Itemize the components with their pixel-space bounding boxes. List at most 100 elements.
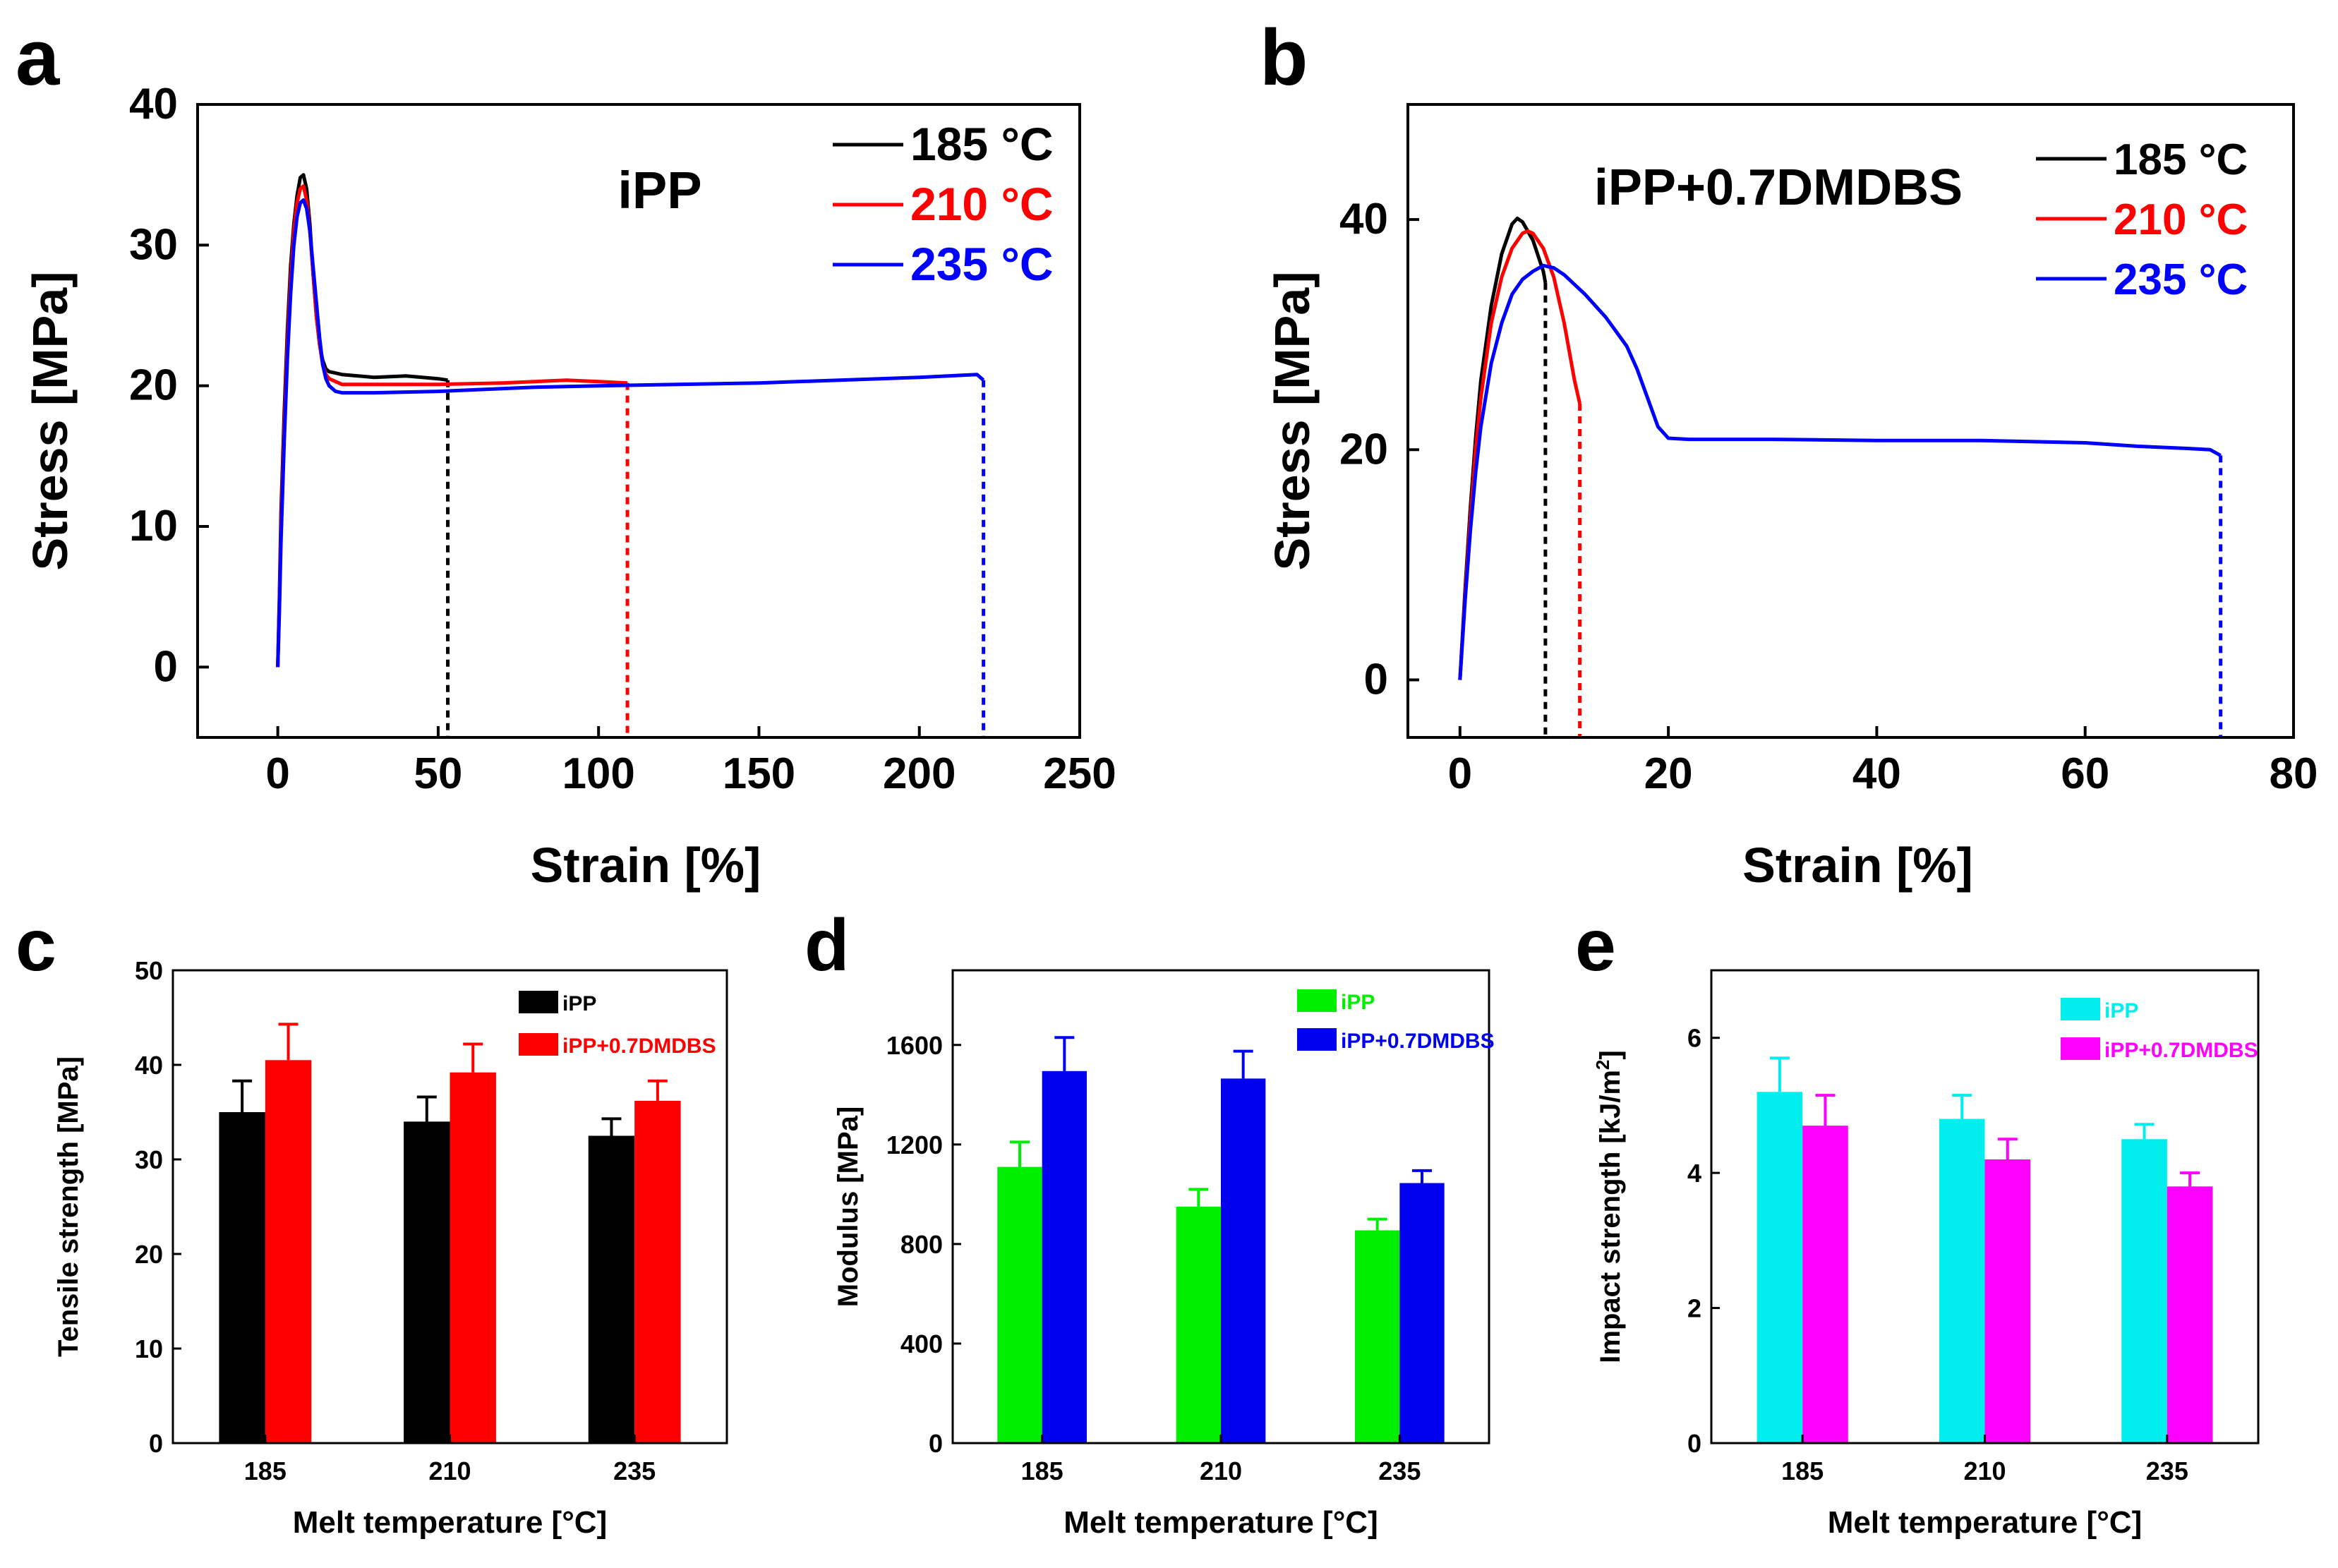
legend-label-2: iPP+0.7DMDBS [2104,1039,2258,1062]
series-line-2 [276,184,628,668]
x-tick-label: 80 [2270,749,2318,798]
y-tick-label: 2 [1687,1294,1701,1323]
x-tick-label: 235 [613,1457,656,1485]
x-tick-label: 235 [2146,1457,2188,1485]
y-tick-label: 0 [149,1429,163,1458]
y-tick-label: 6 [1687,1024,1701,1053]
plot-frame [951,969,1490,1445]
y-tick-label: 30 [135,1145,163,1174]
y-axis-label: Impact strength [kJ/m2] [1592,1050,1626,1363]
chart-title: iPP+0.7DMDBS [1594,159,1963,216]
bar-2-235 [2167,1186,2213,1443]
x-axis-label: Melt temperature [°C] [293,1505,607,1540]
bar-2-185 [1802,1126,1848,1443]
x-tick-label: 20 [1644,749,1693,798]
plot-frame [196,103,1081,739]
panel-letter: e [1575,905,1616,987]
plot-frame [171,969,728,1445]
bar-1-210 [1939,1118,1985,1443]
x-tick-label: 40 [1852,749,1901,798]
bar-2-185 [1042,1071,1087,1443]
x-tick-label: 100 [562,749,634,798]
legend-label-3: 235 °C [2114,255,2248,304]
bar-1-235 [2121,1139,2167,1443]
y-tick-label: 40 [129,80,178,128]
legend-swatch-2 [519,1033,558,1056]
y-axis-label-end: ] [1595,1050,1626,1059]
series-line-1 [276,173,448,668]
legend-label-1: iPP [562,992,596,1015]
y-tick-label: 0 [154,642,178,691]
bar-1-235 [1355,1230,1400,1443]
x-axis-label: Melt temperature [°C] [1828,1505,2142,1540]
plot-frame [1710,969,2260,1445]
x-tick-label: 50 [414,749,462,798]
legend-label-1: 185 °C [910,118,1054,170]
bar-1-210 [404,1121,450,1443]
legend-swatch-1 [2061,998,2100,1020]
x-axis-label: Strain [%] [531,838,761,893]
x-tick-label: 200 [883,749,956,798]
x-tick-label: 185 [244,1457,287,1485]
panel-letter: b [1260,13,1308,102]
x-tick-label: 0 [265,749,289,798]
panel-d: d 185 210 235 0 400 800 1200 1600 Melt temperatur… [805,905,1495,1540]
y-tick-label: 10 [135,1334,163,1363]
x-tick-label: 60 [2061,749,2109,798]
y-tick-label: 4 [1687,1159,1701,1188]
bar-2-235 [1399,1183,1445,1443]
bar-1-185 [219,1112,265,1443]
panel-b: b 0 20 40 60 80 0 20 40 Strain [%] Stress [MPa] iPP… [1260,13,2318,893]
series-line-1 [1458,217,1548,680]
x-tick-label: 185 [1781,1457,1824,1485]
y-tick-label: 40 [135,1051,163,1080]
y-tick-label: 0 [929,1429,943,1458]
legend-swatch-1 [519,991,558,1013]
y-axis-label: Stress [MPa] [23,271,78,570]
bar-2-210 [1984,1159,2031,1443]
x-tick-label: 250 [1043,749,1116,798]
y-axis-label-superscript: 2 [1592,1060,1613,1070]
panel-a: a 0 50 100 150 200 250 0 10 20 30 40 Strain [%] Stres… [16,13,1116,893]
legend-label-1: 185 °C [2114,135,2248,184]
bar-2-185 [265,1060,312,1443]
x-tick-label: 210 [1963,1457,2006,1485]
legend-label-2: iPP+0.7DMDBS [562,1035,716,1058]
panel-letter: d [805,905,850,987]
y-tick-label: 20 [1339,425,1388,474]
panel-c: c 185 210 235 0 10 20 30 40 50 Melt temperature [°… [16,905,728,1540]
x-axis-label: Strain [%] [1742,838,1973,893]
plot-frame [1406,103,2295,739]
legend-label-1: iPP [1341,991,1375,1014]
bar-2-210 [1221,1078,1266,1443]
legend-swatch-2 [2061,1037,2100,1060]
y-tick-label: 400 [900,1329,943,1358]
y-tick-label: 50 [135,956,163,985]
y-axis-label-main: Tensile strength [MPa] [53,1056,84,1357]
x-axis-label: Melt temperature [°C] [1063,1505,1378,1540]
y-tick-label: 0 [1687,1429,1701,1458]
legend-label-2: iPP+0.7DMDBS [1341,1030,1495,1053]
legend-label-2: 210 °C [2114,195,2248,244]
bar-2-235 [634,1100,681,1443]
y-tick-label: 30 [129,220,178,269]
panel-e: e 185 210 235 0 2 4 6 Melt temperature [°C] Impac… [1575,905,2260,1540]
x-tick-label: 210 [1200,1457,1242,1485]
x-tick-label: 185 [1021,1457,1063,1485]
panel-letter: c [16,905,56,987]
y-tick-label: 1600 [886,1031,943,1060]
legend-label-1: iPP [2104,999,2138,1023]
y-tick-label: 0 [1364,655,1388,704]
x-tick-label: 235 [1378,1457,1421,1485]
x-tick-label: 210 [428,1457,471,1485]
y-tick-label: 1200 [886,1130,943,1159]
series-line-3 [1458,263,2222,680]
chart-title: iPP [617,161,701,219]
y-tick-label: 800 [900,1230,943,1259]
bar-1-185 [997,1166,1042,1443]
legend-swatch-2 [1297,1028,1337,1051]
y-tick-label: 40 [1339,195,1388,243]
x-tick-label: 0 [1448,749,1472,798]
bar-1-185 [1756,1092,1803,1443]
